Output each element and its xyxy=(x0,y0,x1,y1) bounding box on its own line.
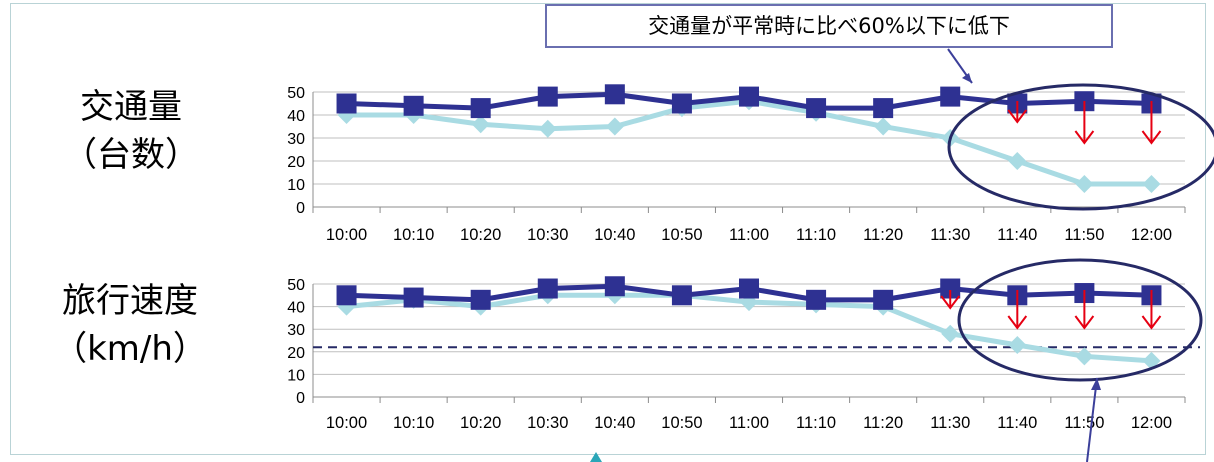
row-label-speed: 旅行速度 （km/h） xyxy=(30,277,230,373)
drop-arrow-head xyxy=(1007,315,1028,330)
row-label-traffic-unit: （台数） xyxy=(63,135,199,175)
row-label-traffic: 交通量 （台数） xyxy=(36,83,226,179)
x-tick-label: 10:10 xyxy=(393,414,434,432)
data-point-diamond xyxy=(538,119,557,138)
highlight-ellipse xyxy=(947,83,1214,211)
drop-arrow-head xyxy=(1007,109,1028,124)
data-point-square xyxy=(806,289,827,310)
drop-arrow-head xyxy=(1141,130,1162,145)
x-tick-label: 10:00 xyxy=(326,226,367,244)
x-tick-label: 11:10 xyxy=(796,414,836,432)
x-tick-label: 11:50 xyxy=(1064,414,1104,432)
x-tick-label: 10:20 xyxy=(460,414,501,432)
data-point-square xyxy=(403,287,424,308)
x-tick-label: 11:00 xyxy=(729,226,769,244)
y-tick-label: 50 xyxy=(287,277,305,294)
y-tick-label: 20 xyxy=(287,154,305,171)
data-point-square xyxy=(671,93,692,114)
data-point-square xyxy=(873,289,894,310)
figure-frame xyxy=(10,3,1206,455)
x-tick-label: 11:30 xyxy=(930,226,970,244)
bottom-pointer xyxy=(1086,377,1098,462)
x-tick-label: 10:10 xyxy=(393,226,434,244)
data-point-square xyxy=(336,93,357,114)
y-tick-label: 0 xyxy=(296,390,305,407)
row-label-speed-title: 旅行速度 xyxy=(62,281,198,321)
data-point-diamond xyxy=(941,324,960,343)
x-tick-label: 10:30 xyxy=(527,414,568,432)
data-point-diamond xyxy=(1142,175,1161,193)
x-tick-label: 11:00 xyxy=(729,414,769,432)
data-point-square xyxy=(806,98,827,119)
x-tick-label: 10:30 xyxy=(527,226,568,244)
data-point-square xyxy=(403,95,424,116)
bottom-pointer-head xyxy=(1091,378,1101,390)
y-tick-label: 20 xyxy=(287,345,305,362)
x-tick-label: 11:20 xyxy=(863,226,903,244)
drop-arrow-head xyxy=(1074,315,1095,330)
x-tick-label: 12:00 xyxy=(1131,414,1172,432)
data-point-square xyxy=(940,278,961,299)
x-tick-label: 11:10 xyxy=(796,226,836,244)
y-tick-label: 40 xyxy=(287,108,305,125)
data-point-diamond xyxy=(1008,152,1027,170)
x-tick-label: 11:50 xyxy=(1064,226,1104,244)
data-point-diamond xyxy=(1075,347,1094,366)
y-tick-label: 0 xyxy=(296,200,305,217)
y-tick-label: 10 xyxy=(287,367,305,384)
callout-pointer-head xyxy=(962,73,972,83)
series-line-diamond xyxy=(346,98,1152,187)
callout-box: 交通量が平常時に比べ60%以下に低下 xyxy=(545,4,1113,48)
drop-arrow-head xyxy=(1074,130,1095,145)
data-point-square xyxy=(739,86,759,107)
highlight-ellipse xyxy=(957,258,1203,382)
data-point-diamond xyxy=(1008,336,1027,355)
x-tick-label: 10:50 xyxy=(661,414,702,432)
drop-arrow-head xyxy=(940,295,961,310)
data-point-square xyxy=(470,289,491,310)
data-point-square xyxy=(873,98,894,119)
x-tick-label: 10:50 xyxy=(661,226,702,244)
x-tick-label: 10:20 xyxy=(460,226,501,244)
x-tick-label: 11:20 xyxy=(863,414,903,432)
y-tick-label: 40 xyxy=(287,300,305,317)
y-tick-label: 30 xyxy=(287,131,305,148)
bottom-marker xyxy=(590,452,602,462)
data-point-square xyxy=(940,86,961,107)
x-tick-label: 10:40 xyxy=(594,226,635,244)
data-point-square xyxy=(604,84,625,105)
chart-2: 50 40 30 20 10 0 10:00 10:10 10:20 10:30 10:40 10:5… xyxy=(287,258,1203,432)
chart-1: 50 40 30 20 10 0 10:00 10:10 10:20 10:30 10:40 10:5… xyxy=(287,83,1214,244)
data-point-diamond xyxy=(874,117,893,136)
y-tick-label: 50 xyxy=(287,85,305,102)
data-point-square xyxy=(537,86,558,107)
y-tick-label: 10 xyxy=(287,177,305,194)
x-tick-label: 10:00 xyxy=(326,414,367,432)
data-point-square xyxy=(537,278,558,299)
data-point-square xyxy=(671,285,692,306)
data-point-square xyxy=(470,98,491,119)
data-point-diamond xyxy=(471,115,490,134)
data-point-diamond xyxy=(1075,175,1094,193)
data-point-square xyxy=(336,285,357,306)
data-point-square xyxy=(604,276,625,297)
row-label-speed-unit: （km/h） xyxy=(53,329,207,369)
x-tick-label: 11:40 xyxy=(997,226,1037,244)
x-tick-label: 11:40 xyxy=(997,414,1037,432)
x-tick-label: 12:00 xyxy=(1131,226,1172,244)
x-tick-label: 10:40 xyxy=(594,414,635,432)
data-point-diamond xyxy=(605,117,624,136)
drop-arrow-head xyxy=(1141,315,1162,330)
x-tick-label: 11:30 xyxy=(930,414,970,432)
data-point-square xyxy=(739,278,759,299)
y-tick-label: 30 xyxy=(287,322,305,339)
row-label-traffic-title: 交通量 xyxy=(80,87,182,127)
